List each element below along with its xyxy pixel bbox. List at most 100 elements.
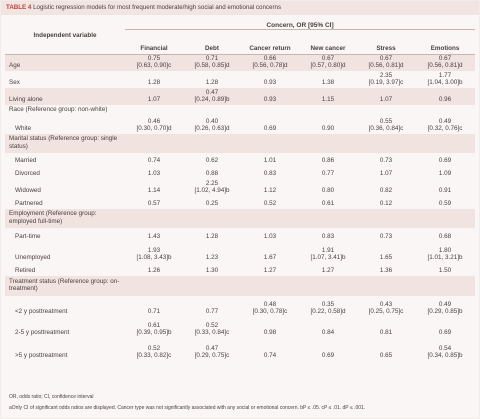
table-cell: 0.74 [125,153,183,166]
row-label: Partnered [15,199,43,207]
row-label: Retired [15,266,36,274]
odds-ratio-value: 0.88 [205,169,219,177]
table-cell [241,276,299,296]
footnote-abbreviations: OR, odds ratio; CI, confidence interval [9,394,94,400]
odds-ratio-value: 0.55 [379,117,393,125]
table-cell: 1.28 [183,71,241,88]
odds-ratio-value: 1.03 [147,169,161,177]
confidence-interval: [0.24, 0.89]b [194,95,230,103]
confidence-interval: [0.63, 0.90]c [136,61,172,69]
group-header-row: Employment (Reference group: employed fu… [5,209,476,228]
table-cell: 1.50 [415,263,475,276]
confidence-interval: [0.19, 3.97]c [368,78,404,86]
odds-ratio-value: 0.49 [438,300,452,308]
odds-ratio-value: 2.35 [379,71,393,79]
odds-ratio-value: 0.82 [379,186,393,194]
odds-ratio-value: 0.59 [438,199,452,207]
odds-ratio-value: 0.90 [321,124,335,132]
table-cell: 0.67 [0.57, 0.80]d [299,54,357,71]
table-cell: 0.68 [415,228,475,242]
odds-ratio-value: 2.25 [205,179,219,187]
odds-ratio-value: 0.46 [147,117,161,125]
table-cell [183,276,241,296]
table-cell: 1.77 [1.04, 3.00]b [415,71,475,88]
group-header-label: Employment (Reference group: employed fu… [5,209,125,228]
odds-ratio-value: 0.69 [438,328,452,336]
table-row: Part-time 1.43 1.28 1.03 0.83 0.73 0.68 [5,228,475,242]
odds-ratio-value: 1.28 [147,78,161,86]
table-cell: 0.61 [0.39, 0.95]b [125,317,183,338]
odds-ratio-value: 0.52 [147,344,161,352]
table-cell [299,105,357,116]
odds-ratio-value: 0.69 [321,351,335,359]
odds-ratio-value: 1.26 [147,266,161,274]
table-cell [125,134,183,153]
odds-ratio-value: 0.12 [379,199,393,207]
table-cell [241,105,299,116]
table-cell: 0.40 [0.26, 0.63]d [183,116,241,134]
odds-ratio-value: 0.35 [321,300,335,308]
confidence-interval: [0.58, 0.85]d [194,61,230,69]
odds-ratio-value: 0.57 [147,199,161,207]
table-cell [415,134,476,153]
row-label: Part-time [15,232,41,240]
table-cell: 0.49 [0.32, 0.76]c [415,116,475,134]
table-cell: 1.27 [241,263,299,276]
table-cell: 1.36 [357,263,415,276]
table-cell [183,105,241,116]
table-cell: 0.46 [0.30, 0.70]d [125,116,183,134]
column-header: New cancer [299,29,357,55]
group-header-label: Treatment status (Reference group: on-tr… [5,276,125,296]
table-cell: 0.77 [183,296,241,317]
column-header-row: Independent variable Financial Debt Canc… [5,29,476,55]
odds-ratio-value: 0.81 [379,328,393,336]
table-cell: 0.49 [0.29, 0.85]b [415,296,475,317]
odds-ratio-value: 0.25 [205,199,219,207]
table-row: Unemployed 1.93 [1.08, 3.43]b 1.23 1.67 1.91[… [5,242,475,263]
table-cell: 0.61 [299,196,357,209]
table-cell: 1.14 [125,179,183,196]
confidence-interval: [1.02, 4.94]b [194,186,230,194]
table-cell: 0.67 [0.56, 0.81]d [415,54,476,71]
odds-ratio-value: 0.61 [321,199,335,207]
table-cell: 0.66 [0.56, 0.78]d [241,54,299,71]
table-cell [299,209,357,228]
table-cell [299,134,357,153]
table-cell: 0.83 [299,228,357,242]
table-row: Married 0.74 0.62 1.01 0.86 0.73 0.69 [5,153,475,166]
odds-ratio-value: 1.07 [147,95,161,103]
table-cell [125,276,183,296]
confidence-interval: [0.34, 0.85]b [427,351,463,359]
odds-ratio-value: 1.28 [205,232,219,240]
confidence-interval: [0.26, 0.63]d [194,124,230,132]
table-cell [183,134,241,153]
table-row: <2 y posttreatment 0.71 0.77 0.48 [0.30, 0.7… [5,296,475,317]
odds-ratio-value: 0.84 [321,328,335,336]
table-cell: 0.65 [357,338,415,361]
odds-ratio-value: 0.93 [263,78,277,86]
row-label: <2 y posttreatment [15,307,68,315]
table-cell [357,105,415,116]
table-cell: 0.57 [125,196,183,209]
odds-ratio-value: 0.40 [205,117,219,125]
super-header: Concern, OR [95% CI] [125,18,476,30]
table-cell [241,134,299,153]
table-cell: 0.84 [299,317,357,338]
odds-ratio-value: 1.07 [379,169,393,177]
table-cell: 0.54 [0.34, 0.85]b [415,338,475,361]
row-label: >5 y posttreatment [15,351,68,359]
table-cell: 0.96 [415,88,476,105]
group-header-row: Marital status (Reference group: single … [5,134,476,153]
table-cell: 0.52 [241,196,299,209]
odds-ratio-value: 1.03 [263,232,277,240]
odds-ratio-value: 0.48 [263,300,277,308]
table-cell: 1.03 [125,166,183,179]
table-cell: 1.27 [299,263,357,276]
row-label: Sex [9,78,20,86]
odds-ratio-value: 0.67 [438,54,452,62]
odds-ratio-value: 0.77 [321,169,335,177]
group-header-row: Race (Reference group: non-white) [5,105,475,116]
group-header-label: Marital status (Reference group: single … [5,134,125,153]
table-body: Age 0.75 [0.63, 0.90]c 0.71 [0.58, 0.85]d 0.6… [5,54,476,361]
odds-ratio-value: 0.93 [263,95,277,103]
